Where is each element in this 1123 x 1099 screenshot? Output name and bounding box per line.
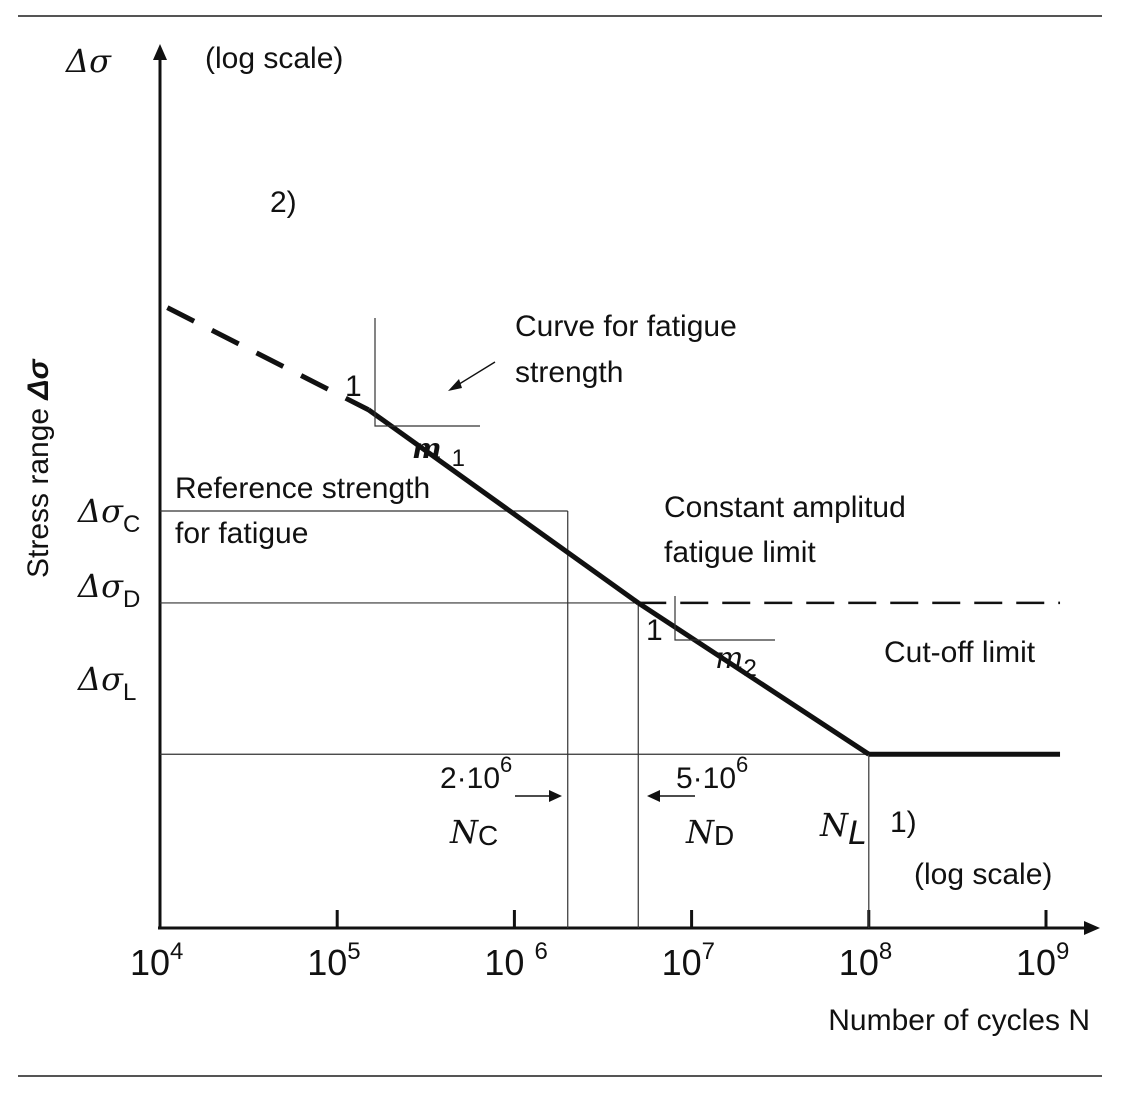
y-axis-symbol: Δσ [64,42,112,80]
slope-triangle-m2 [674,596,775,641]
curve-label-line2: strength [515,356,623,389]
nd-symbol: ND [685,813,734,851]
x-axis [158,921,1100,935]
curve-segment-m1-dashed [166,305,370,412]
y-axis-scale-label: (log scale) [205,42,343,75]
x-tick-label: 108 [839,938,892,983]
slope2-rise: 1 [646,614,663,647]
x-ticks [335,910,1048,928]
x-axis-scale-label: (log scale) [914,858,1052,891]
x-axis-arrow-icon [1084,921,1100,935]
x-axis-label: Number of cycles N [828,1004,1090,1037]
x-tick-label: 109 [1016,938,1069,983]
sigma-d-label: ΔσD [76,567,140,613]
svg-text:Stress range Δσ: Stress range Δσ [22,358,55,578]
x-tick-labels: 104 105 10 6 107 108 109 [130,938,1069,983]
note-1: 1) [890,806,917,839]
x-tick-label: 10 6 [484,938,547,983]
slope-triangle-m1 [374,318,480,427]
curve-segment-m2 [636,600,871,757]
y-axis [153,44,167,928]
nl-symbol: NL [819,806,867,852]
cafl-label-line1: Constant amplitud [664,491,906,524]
slope1-rise: 1 [345,370,362,403]
curve-segment-m1 [366,407,640,605]
x-tick-label: 107 [662,938,715,983]
nd-value: 5·106 [676,752,748,795]
nc-value: 2·106 [440,752,512,795]
cafl-label-line2: fatigue limit [664,536,816,569]
curve-label-line1: Curve for fatigue [515,310,737,343]
y-axis-arrow-icon [153,44,167,60]
slope2-m: m2 [715,641,757,682]
sigma-l-label: ΔσL [76,660,136,706]
nd-pointer-arrow-icon [647,790,695,802]
cutoff-label: Cut-off limit [884,636,1036,669]
sigma-c-label: ΔσC [76,492,140,538]
x-tick-label: 105 [307,938,360,983]
nc-pointer-arrow-icon [515,790,562,802]
nc-symbol: NC [449,813,498,851]
note-2: 2) [270,186,297,219]
x-tick-label: 104 [130,938,183,983]
curve-pointer-arrow-icon [448,361,496,391]
ref-label-line1: Reference strength [175,472,430,505]
y-axis-label: Stress range Δσ [22,358,55,578]
ref-label-line2: for fatigue [175,517,308,550]
